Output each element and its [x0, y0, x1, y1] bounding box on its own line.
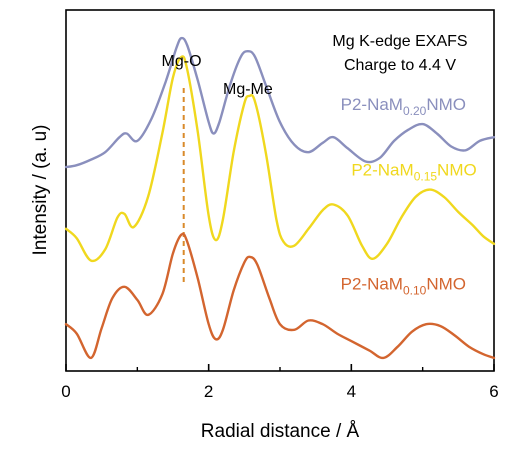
x-tick-label: 6: [489, 382, 498, 401]
series-layer: [64, 36, 496, 360]
y-axis-label: Intensity / (a. u): [30, 125, 51, 256]
annotation-line-2: Charge to 4.4 V: [344, 57, 456, 74]
series-line-0-15: [64, 55, 496, 263]
peak-label-layer: Mg-O Mg-Me: [162, 53, 273, 98]
series-line-0-10: [64, 232, 496, 360]
x-axis: 0 2 4 6: [61, 364, 499, 401]
x-axis-label: Radial distance / Å: [201, 421, 360, 442]
x-tick-label: 4: [347, 382, 356, 401]
series-line-0-20: [64, 36, 496, 169]
series-label-0-20: P2-NaM0.20NMO: [341, 95, 466, 118]
x-tick-label: 0: [61, 382, 70, 401]
peak-label-mg-o: Mg-O: [162, 53, 202, 70]
peak-label-mg-me: Mg-Me: [223, 81, 273, 98]
series-label-layer: P2-NaM0.20NMO P2-NaM0.15NMO P2-NaM0.10NMO: [341, 95, 477, 298]
series-label-0-15: P2-NaM0.15NMO: [351, 161, 476, 184]
x-tick-label: 2: [204, 382, 213, 401]
series-label-0-10: P2-NaM0.10NMO: [341, 275, 466, 298]
annotation-line-1: Mg K-edge EXAFS: [332, 33, 467, 50]
